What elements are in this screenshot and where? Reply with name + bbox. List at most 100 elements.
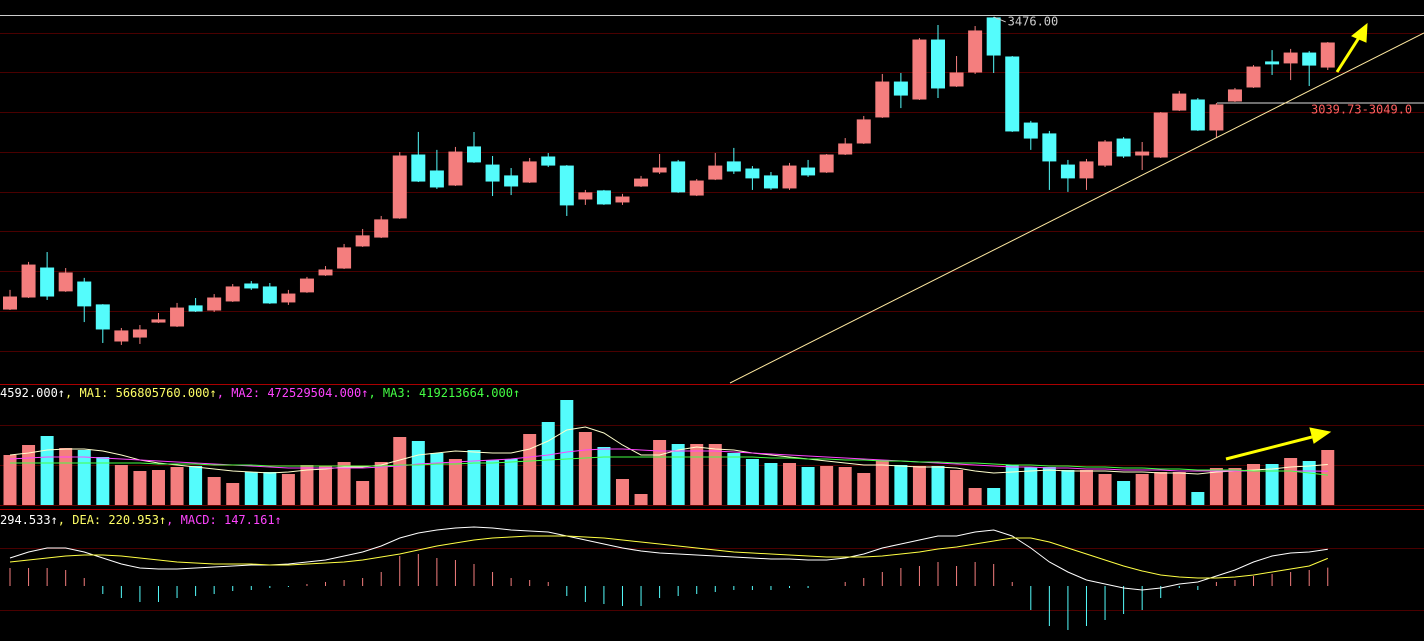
volume-bar bbox=[393, 437, 407, 505]
volume-bar bbox=[504, 459, 518, 505]
volume-bar bbox=[1024, 467, 1038, 505]
candle-body bbox=[522, 161, 537, 183]
volume-bar bbox=[1209, 468, 1223, 505]
candle-body bbox=[838, 143, 853, 155]
volume-bar bbox=[226, 483, 240, 505]
volume-bar bbox=[430, 453, 444, 505]
volume-bar bbox=[77, 450, 91, 505]
candle-body bbox=[170, 307, 185, 327]
volume-bar bbox=[968, 488, 982, 505]
annotation: 3476.00 bbox=[1008, 14, 1059, 28]
volume-bar bbox=[912, 466, 926, 505]
volume-bar bbox=[708, 444, 722, 505]
trend-line bbox=[729, 32, 1424, 384]
candle-body bbox=[114, 330, 129, 342]
candle-body bbox=[782, 165, 797, 189]
candle-body bbox=[151, 319, 166, 323]
volume-bar bbox=[1079, 470, 1093, 505]
candle-body bbox=[95, 304, 110, 330]
volume-bar bbox=[801, 467, 815, 505]
annotation: 3039.73-3049.0 bbox=[1311, 103, 1412, 117]
volume-bar bbox=[1005, 465, 1019, 505]
candle-body bbox=[986, 17, 1001, 56]
volume-bar bbox=[263, 472, 277, 505]
volume-bar bbox=[857, 473, 871, 505]
candle-body bbox=[1060, 164, 1075, 179]
candle-body bbox=[374, 219, 389, 238]
legend-entry: , MACD: 147.161↑ bbox=[166, 513, 282, 527]
candle-body bbox=[58, 272, 73, 292]
macd-header: 294.533↑, DEA: 220.953↑, MACD: 147.161↑ bbox=[0, 513, 282, 527]
volume-bar bbox=[727, 453, 741, 505]
volume-bar bbox=[950, 470, 964, 505]
legend-entry: , MA3: 419213664.000↑ bbox=[368, 386, 520, 400]
volume-bar bbox=[207, 477, 221, 505]
volume-bar bbox=[1247, 464, 1261, 505]
volume-bar bbox=[838, 467, 852, 505]
volume-bar bbox=[597, 447, 611, 505]
volume-bar bbox=[1098, 474, 1112, 505]
candle-body bbox=[819, 154, 834, 173]
candle-body bbox=[1227, 89, 1242, 102]
candle-body bbox=[634, 178, 649, 187]
candle-body bbox=[244, 283, 259, 289]
volume-bar bbox=[281, 474, 295, 505]
volume-bar bbox=[1191, 492, 1205, 505]
candle-body bbox=[132, 329, 147, 338]
candle-body bbox=[1246, 66, 1261, 88]
candle-body bbox=[318, 269, 333, 276]
volume-bar bbox=[356, 481, 370, 505]
candle-body bbox=[1320, 42, 1335, 68]
volume-bar bbox=[987, 488, 1001, 505]
volume-bar bbox=[1154, 472, 1168, 505]
arrow-shaft bbox=[1225, 435, 1313, 461]
candle-body bbox=[875, 81, 890, 118]
candle-body bbox=[671, 161, 686, 193]
volume-bar bbox=[22, 445, 36, 505]
candle-body bbox=[689, 180, 704, 196]
volume-ma-line bbox=[10, 456, 1328, 476]
volume-bar bbox=[615, 479, 629, 505]
candle-body bbox=[1023, 122, 1038, 139]
macd-line bbox=[9, 526, 1328, 591]
candle-body bbox=[1042, 133, 1057, 162]
volume-bar bbox=[1042, 467, 1056, 505]
candle-body bbox=[1283, 52, 1298, 64]
volume-bar bbox=[745, 459, 759, 505]
volume-bar bbox=[1228, 468, 1242, 505]
volume-bar bbox=[1321, 450, 1335, 505]
volume-bar bbox=[523, 434, 537, 505]
volume-bar bbox=[764, 463, 778, 505]
volume-bar bbox=[244, 472, 258, 505]
legend-entry: , MA1: 566805760.000↑ bbox=[65, 386, 217, 400]
volume-bar bbox=[486, 460, 500, 505]
candle-body bbox=[411, 154, 426, 182]
candle-body bbox=[77, 281, 92, 307]
volume-bar bbox=[931, 466, 945, 505]
volume-bar bbox=[783, 463, 797, 505]
volume-bar bbox=[170, 467, 184, 505]
arrow-shaft bbox=[1335, 35, 1362, 73]
volume-bar bbox=[820, 466, 834, 505]
volume-bar bbox=[59, 448, 73, 505]
volume-bar bbox=[671, 444, 685, 505]
volume-bar bbox=[467, 450, 481, 505]
candle-body bbox=[596, 190, 611, 205]
candle-body bbox=[912, 39, 927, 100]
volume-bar bbox=[690, 444, 704, 505]
candle-body bbox=[1079, 161, 1094, 179]
arrow-head bbox=[1309, 427, 1332, 444]
candle-body bbox=[968, 30, 983, 73]
candle-body bbox=[745, 168, 760, 179]
volume-bar bbox=[133, 471, 147, 505]
plot-area: 3476.00 3039.73-3049.0 bbox=[3, 14, 1424, 630]
volume-bar bbox=[411, 441, 425, 505]
candle-body bbox=[299, 278, 314, 293]
volume-bar bbox=[1284, 458, 1298, 505]
candle-body bbox=[467, 146, 481, 163]
candle-body bbox=[504, 175, 519, 187]
legend-entry: , DEA: 220.953↑ bbox=[58, 513, 166, 527]
candle-body bbox=[1302, 52, 1317, 66]
volume-bar bbox=[1265, 464, 1279, 505]
candle-body bbox=[541, 156, 556, 166]
